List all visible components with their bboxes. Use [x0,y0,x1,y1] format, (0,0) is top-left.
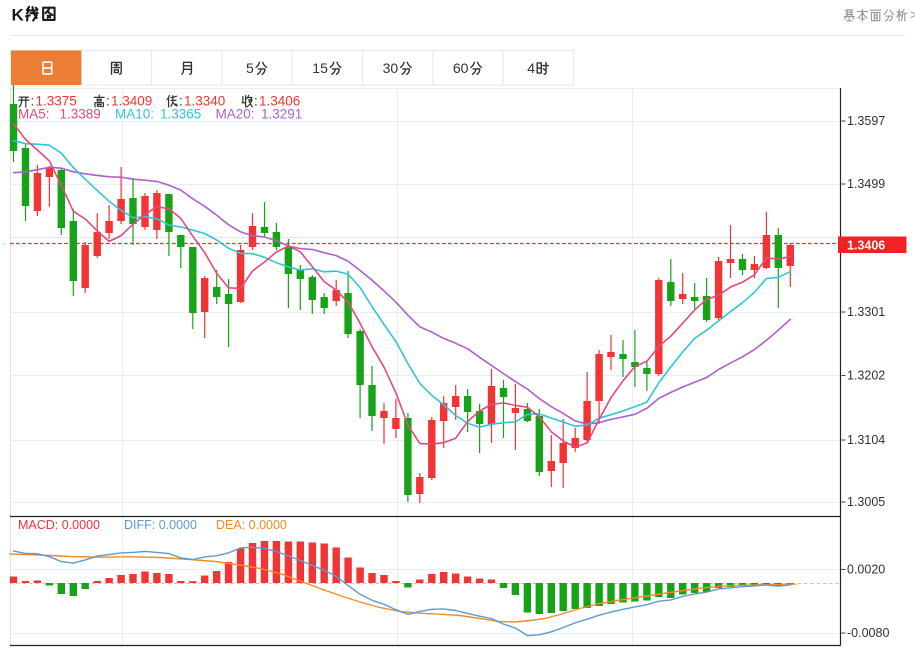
svg-text:1.3291: 1.3291 [261,107,302,122]
svg-text::: : [179,94,183,109]
svg-text:5: 5 [246,60,254,76]
svg-text:MACD: 0.0000: MACD: 0.0000 [18,518,100,532]
svg-text:4: 4 [527,60,535,76]
svg-text:1.3406: 1.3406 [847,238,885,252]
svg-text:60: 60 [453,60,469,76]
svg-text:1.3301: 1.3301 [847,305,885,319]
svg-text:15: 15 [312,60,328,76]
svg-text::: : [31,94,35,109]
svg-text:DIFF: 0.0000: DIFF: 0.0000 [124,518,197,532]
svg-text:-0.0080: -0.0080 [847,626,889,640]
svg-text:1.3340: 1.3340 [184,94,225,109]
svg-text:MA5:: MA5: [18,107,50,122]
svg-text:1.3104: 1.3104 [847,433,885,447]
svg-text:0.0020: 0.0020 [847,563,885,577]
svg-text:1.3365: 1.3365 [160,107,201,122]
svg-text::: : [254,94,258,109]
svg-text:1.3202: 1.3202 [847,369,885,383]
svg-text:1.3499: 1.3499 [847,177,885,191]
svg-text:>: > [910,7,915,22]
svg-text:1.3597: 1.3597 [847,114,885,128]
svg-text:1.3406: 1.3406 [259,94,300,109]
svg-text:30: 30 [383,60,399,76]
svg-text::: : [106,94,110,109]
svg-text:K: K [12,6,25,25]
svg-text:1.3389: 1.3389 [60,107,101,122]
svg-text:1.3005: 1.3005 [847,495,885,509]
svg-text:1.3409: 1.3409 [111,94,152,109]
svg-text:DEA: 0.0000: DEA: 0.0000 [216,518,287,532]
svg-text:MA20:: MA20: [216,107,255,122]
svg-text:1.3375: 1.3375 [36,94,77,109]
svg-text:MA10:: MA10: [115,107,154,122]
